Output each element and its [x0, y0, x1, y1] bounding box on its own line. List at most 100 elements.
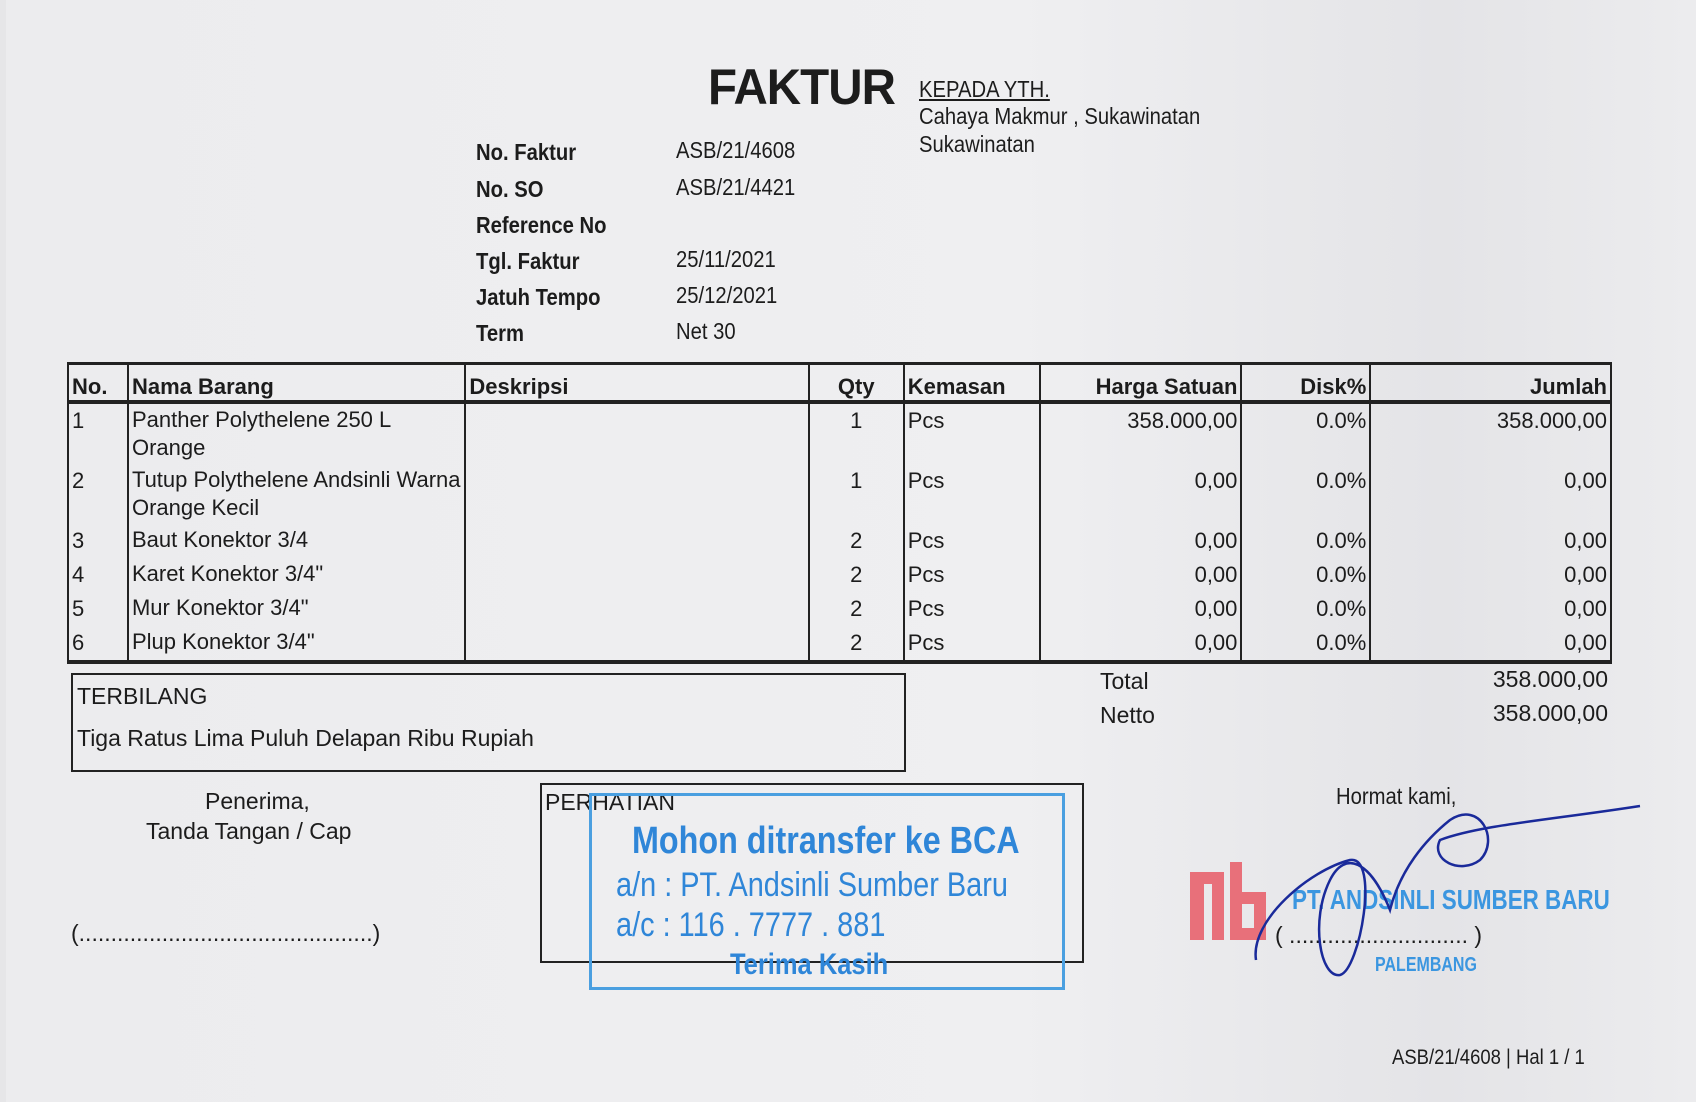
cell-name: Plup Konektor 3/4": [126, 625, 467, 664]
cell-no: 6: [67, 625, 129, 664]
col-desc: Deskripsi: [464, 362, 810, 404]
cell-qty: 1: [807, 401, 905, 464]
company-name-stamp: PT. ANDSINLI SUMBER BARU: [1292, 884, 1610, 915]
cell-disc: 0.0%: [1240, 557, 1372, 592]
cell-price: 0,00: [1038, 591, 1243, 626]
cell-unit: Pcs: [902, 523, 1041, 558]
col-disc: Disk%: [1240, 362, 1372, 404]
stamp-line: a/c : 116 . 7777 . 881: [616, 906, 886, 944]
total-value: 358.000,00: [1492, 666, 1608, 692]
cell-disc: 0.0%: [1240, 523, 1372, 558]
terbilang-box: TERBILANG Tiga Ratus Lima Puluh Delapan …: [71, 673, 906, 772]
netto-value: 358.000,00: [1492, 700, 1608, 726]
cell-desc: [464, 463, 810, 524]
table-row: 2 Tutup Polythelene Andsinli Warna Orange…: [67, 463, 1612, 524]
cell-disc: 0.0%: [1240, 591, 1372, 626]
stamp-line: a/n : PT. Andsinli Sumber Baru: [616, 866, 1008, 904]
cell-unit: Pcs: [902, 625, 1041, 664]
customer-name: Cahaya Makmur , Sukawinatan: [919, 103, 1201, 129]
signature: [1254, 804, 1641, 977]
cell-desc: [464, 625, 810, 664]
sender-signature-line: ( ............................ ): [1275, 922, 1483, 948]
receiver-signature-label: Tanda Tangan / Cap: [146, 818, 352, 844]
col-total: Jumlah: [1369, 362, 1612, 404]
cell-qty: 2: [807, 625, 905, 664]
receiver-label: Penerima,: [205, 788, 310, 814]
company-logo: [1190, 862, 1266, 940]
info-value: 25/11/2021: [676, 246, 776, 272]
table-row: 4 Karet Konektor 3/4" 2 Pcs 0,00 0.0% 0,00: [67, 557, 1612, 592]
cell-desc: [464, 591, 810, 626]
cell-desc: [464, 401, 810, 464]
bank-transfer-stamp: Mohon ditransfer ke BCA a/n : PT. Andsin…: [589, 793, 1065, 990]
cell-name: Panther Polythelene 250 L Orange: [126, 401, 467, 464]
cell-no: 1: [67, 401, 129, 464]
cell-unit: Pcs: [902, 557, 1041, 592]
cell-desc: [464, 557, 810, 592]
cell-price: 0,00: [1038, 557, 1243, 592]
customer-city: Sukawinatan: [919, 131, 1035, 157]
cell-unit: Pcs: [902, 591, 1041, 626]
cell-name: Baut Konektor 3/4: [126, 523, 467, 558]
cell-no: 5: [67, 591, 129, 626]
cell-qty: 2: [807, 523, 905, 558]
table-row: 1 Panther Polythelene 250 L Orange 1 Pcs 358…: [67, 401, 1612, 464]
cell-total: 0,00: [1369, 463, 1612, 524]
col-no: No.: [67, 362, 129, 404]
info-label: No. Faktur: [476, 139, 577, 165]
cell-disc: 0.0%: [1240, 625, 1372, 664]
info-label: Reference No: [476, 212, 607, 238]
cell-name: Tutup Polythelene Andsinli Warna Orange …: [126, 463, 467, 524]
info-label: Tgl. Faktur: [476, 248, 580, 274]
cell-unit: Pcs: [902, 463, 1041, 524]
cell-qty: 2: [807, 591, 905, 626]
col-qty: Qty: [807, 362, 905, 404]
col-unit: Kemasan: [902, 362, 1041, 404]
cell-total: 0,00: [1369, 557, 1612, 592]
page-reference: ASB/21/4608 | Hal 1 / 1: [1392, 1046, 1585, 1069]
info-value: ASB/21/4421: [676, 174, 796, 200]
info-value: ASB/21/4608: [676, 137, 796, 163]
cell-qty: 1: [807, 463, 905, 524]
table-row: 5 Mur Konektor 3/4" 2 Pcs 0,00 0.0% 0,00: [67, 591, 1612, 626]
company-city-stamp: PALEMBANG: [1375, 954, 1477, 976]
terbilang-label: TERBILANG: [77, 683, 208, 709]
total-label: Total: [1100, 668, 1149, 694]
cell-no: 4: [67, 557, 129, 592]
recipient-label: KEPADA YTH.: [919, 76, 1050, 102]
cell-no: 3: [67, 523, 129, 558]
cell-unit: Pcs: [902, 401, 1041, 464]
terbilang-text: Tiga Ratus Lima Puluh Delapan Ribu Rupia…: [77, 725, 534, 751]
items-table: No. Nama Barang Deskripsi Qty Kemasan Ha…: [67, 362, 1612, 664]
info-value: Net 30: [676, 318, 736, 344]
stamp-line: Terima Kasih: [730, 948, 889, 981]
cell-name: Mur Konektor 3/4": [126, 591, 467, 626]
info-label: Jatuh Tempo: [476, 284, 601, 310]
cell-price: 358.000,00: [1038, 401, 1243, 464]
info-label: No. SO: [476, 176, 544, 202]
cell-no: 2: [67, 463, 129, 524]
info-label: Term: [476, 320, 525, 346]
cell-name: Karet Konektor 3/4": [126, 557, 467, 592]
document-title: FAKTUR: [708, 59, 896, 115]
cell-price: 0,00: [1038, 463, 1243, 524]
cell-disc: 0.0%: [1240, 401, 1372, 464]
col-price: Harga Satuan: [1038, 362, 1243, 404]
cell-total: 0,00: [1369, 523, 1612, 558]
cell-disc: 0.0%: [1240, 463, 1372, 524]
table-row: 3 Baut Konektor 3/4 2 Pcs 0,00 0.0% 0,00: [67, 523, 1612, 558]
info-value: 25/12/2021: [676, 282, 778, 308]
netto-label: Netto: [1100, 702, 1155, 728]
stamp-line: Mohon ditransfer ke BCA: [632, 820, 1020, 862]
cell-price: 0,00: [1038, 523, 1243, 558]
cell-total: 0,00: [1369, 591, 1612, 626]
cell-qty: 2: [807, 557, 905, 592]
cell-total: 358.000,00: [1369, 401, 1612, 464]
sender-greeting: Hormat kami,: [1336, 783, 1457, 809]
table-row: 6 Plup Konektor 3/4" 2 Pcs 0,00 0.0% 0,00: [67, 625, 1612, 664]
receiver-signature-line: (.......................................…: [71, 920, 381, 946]
cell-desc: [464, 523, 810, 558]
cell-price: 0,00: [1038, 625, 1243, 664]
cell-total: 0,00: [1369, 625, 1612, 664]
col-name: Nama Barang: [126, 362, 467, 404]
